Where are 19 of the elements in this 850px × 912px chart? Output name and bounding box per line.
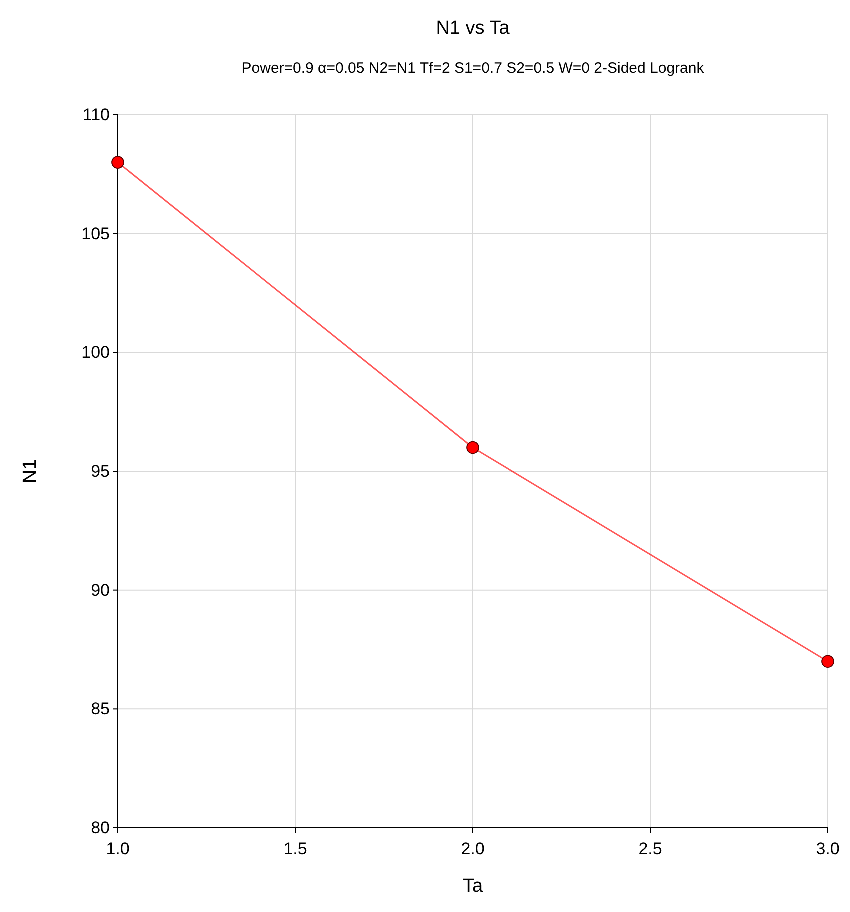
x-tick-label: 3.0 — [816, 840, 840, 859]
x-axis-title: Ta — [462, 876, 484, 897]
x-tick-label: 2.0 — [461, 840, 485, 859]
y-tick-label: 95 — [91, 462, 110, 481]
x-tick-label: 2.5 — [638, 840, 662, 859]
y-tick-label: 110 — [82, 105, 110, 124]
y-axis-title: N1 — [20, 459, 41, 484]
y-tick-label: 100 — [82, 343, 110, 362]
chart-subtitle: Power=0.9 α=0.05 N2=N1 Tf=2 S1=0.7 S2=0.5 W=0 2-Sided Logrank — [242, 60, 705, 77]
y-tick-label: 90 — [91, 580, 110, 600]
point — [822, 655, 834, 668]
x-tick-label: 1.0 — [106, 840, 130, 859]
point — [112, 156, 124, 169]
point — [466, 441, 480, 454]
x-tick-label: 1.5 — [284, 840, 308, 859]
chart-title: N1 vs Ta — [436, 18, 510, 39]
y-tick-label: 85 — [91, 700, 110, 719]
y-tick-label: 105 — [82, 224, 110, 244]
y-tick-label: 80 — [91, 818, 110, 838]
